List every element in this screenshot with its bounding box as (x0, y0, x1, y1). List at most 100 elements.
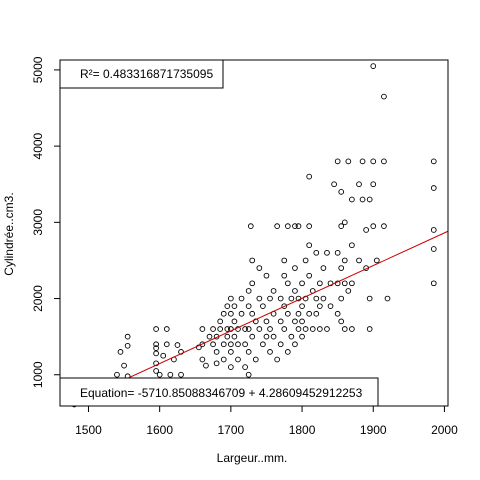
r2-legend-box: R²= 0.483316871735095 (59, 59, 224, 89)
data-point-146 (338, 318, 345, 325)
data-point-40 (220, 356, 227, 363)
data-point-99 (284, 349, 291, 355)
data-point-24 (178, 371, 184, 378)
data-point-170 (373, 257, 380, 264)
data-point-129 (317, 303, 323, 310)
data-point-66 (247, 223, 254, 229)
data-point-154 (349, 242, 355, 249)
data-point-92 (281, 257, 288, 264)
x-tick-label-4: 1900 (360, 423, 387, 437)
data-point-139 (334, 249, 341, 256)
data-point-131 (320, 265, 327, 271)
data-point-49 (228, 364, 234, 370)
regression-line-layer (66, 230, 449, 407)
data-point-141 (334, 310, 341, 317)
y-tick-label-3: 4000 (31, 132, 45, 159)
data-point-124 (309, 326, 316, 332)
regression-line (66, 230, 449, 407)
data-point-109 (295, 326, 302, 332)
y-axis-title: Cylindrée..cm3. (2, 192, 16, 275)
data-point-98 (284, 310, 291, 317)
data-point-13 (153, 350, 159, 357)
data-point-75 (256, 326, 263, 332)
data-point-175 (430, 158, 437, 165)
data-point-36 (217, 318, 224, 325)
data-point-55 (235, 356, 241, 363)
data-point-47 (228, 341, 234, 348)
data-point-90 (277, 318, 284, 325)
data-point-138 (334, 158, 341, 165)
data-point-122 (306, 310, 313, 317)
data-point-121 (306, 272, 313, 279)
data-point-179 (430, 280, 437, 287)
data-point-166 (370, 63, 377, 69)
data-point-127 (313, 310, 320, 317)
data-point-57 (238, 310, 245, 317)
data-point-142 (338, 188, 345, 195)
data-point-51 (231, 333, 238, 340)
data-point-54 (235, 341, 241, 348)
x-axis-title: Largeur..mm. (217, 451, 288, 465)
data-point-11 (153, 341, 159, 348)
data-point-5 (117, 349, 124, 355)
data-point-37 (217, 326, 224, 332)
data-point-62 (245, 303, 252, 310)
data-point-10 (153, 326, 159, 332)
data-point-79 (263, 272, 270, 279)
data-point-132 (320, 295, 327, 302)
y-tick-label-4: 5000 (31, 56, 45, 83)
data-point-80 (263, 333, 270, 340)
data-point-87 (274, 356, 280, 363)
data-point-103 (292, 223, 298, 229)
x-axis: 1500 1600 1700 1800 1900 2000 (75, 406, 458, 437)
data-point-125 (313, 249, 320, 256)
y-tick-label-1: 2000 (31, 285, 45, 312)
data-point-28 (199, 356, 206, 363)
data-point-159 (359, 158, 366, 165)
data-point-108 (295, 310, 302, 317)
data-point-173 (381, 223, 387, 229)
data-point-94 (281, 303, 288, 310)
data-point-61 (245, 288, 252, 294)
data-point-29 (203, 362, 209, 369)
data-point-169 (370, 223, 377, 229)
data-point-100 (288, 295, 295, 302)
data-point-17 (160, 352, 167, 359)
data-point-89 (277, 295, 284, 302)
data-point-34 (213, 349, 220, 355)
x-tick-label-5: 2000 (431, 423, 458, 437)
data-point-69 (249, 310, 256, 317)
data-point-4 (114, 371, 120, 378)
data-point-174 (384, 295, 391, 302)
data-point-119 (306, 223, 313, 229)
data-point-74 (256, 265, 263, 271)
data-point-70 (249, 333, 256, 340)
data-point-114 (299, 333, 305, 340)
data-point-58 (242, 326, 248, 332)
r2-legend-frame (59, 59, 224, 89)
data-point-97 (284, 280, 291, 287)
data-point-30 (206, 333, 213, 340)
data-point-6 (121, 362, 127, 369)
data-point-147 (341, 219, 348, 226)
data-point-117 (302, 326, 309, 332)
data-point-111 (299, 280, 305, 287)
equation-label: Equation= -5710.85088346709 + 4.28609452… (80, 386, 363, 400)
data-point-39 (220, 341, 227, 348)
data-point-12 (153, 345, 159, 351)
data-point-167 (370, 158, 377, 165)
x-tick-label-2: 1700 (218, 423, 245, 437)
data-point-15 (153, 368, 159, 374)
data-point-20 (167, 371, 174, 378)
data-point-7 (124, 333, 131, 340)
data-point-56 (238, 295, 245, 302)
data-point-19 (163, 326, 170, 332)
data-point-164 (366, 295, 373, 302)
data-point-144 (338, 265, 345, 271)
data-point-148 (341, 257, 348, 264)
data-point-43 (224, 333, 231, 340)
r2-label: R²= 0.483316871735095 (80, 67, 213, 81)
data-point-41 (224, 303, 231, 310)
data-point-104 (292, 288, 298, 294)
